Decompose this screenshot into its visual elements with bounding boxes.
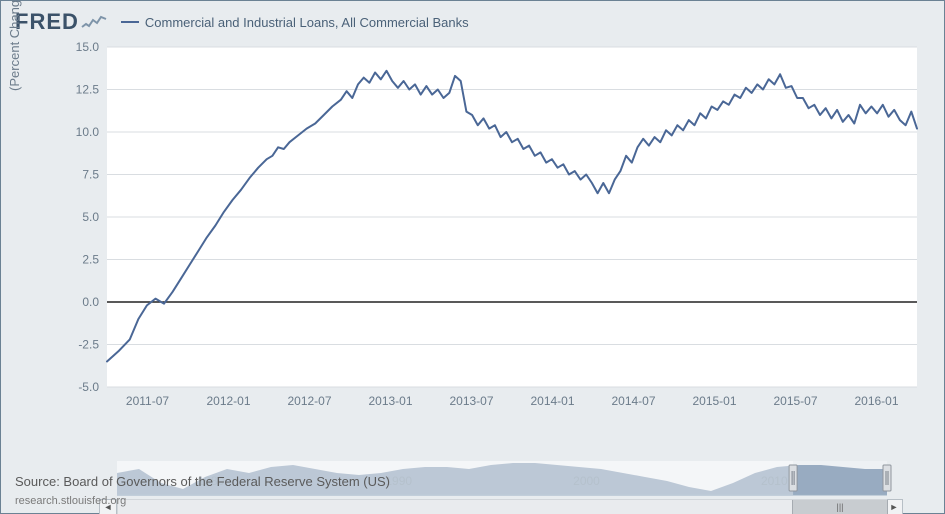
- svg-text:0.0: 0.0: [82, 295, 99, 309]
- research-url: research.stlouisfed.org: [15, 495, 126, 507]
- svg-text:2016-01: 2016-01: [854, 394, 898, 408]
- svg-text:2012-07: 2012-07: [287, 394, 331, 408]
- svg-text:2011-07: 2011-07: [126, 394, 169, 408]
- y-axis-label: (Percent Change from Year Ago): [7, 0, 22, 147]
- fred-logo-text: FRED: [15, 9, 79, 35]
- legend-swatch: [121, 21, 139, 23]
- y-tick-labels: -5.0 -2.5 0.0 2.5 5.0 7.5 10.0 12.5 15.0: [76, 40, 100, 394]
- svg-text:2014-07: 2014-07: [611, 394, 655, 408]
- chart-area: (Percent Change from Year Ago) -5.0-2.50…: [1, 37, 944, 513]
- svg-text:10.0: 10.0: [76, 125, 100, 139]
- main-chart-svg[interactable]: -5.0 -2.5 0.0 2.5 5.0 7.5 10.0 12.5 15.0 2011-07…: [67, 37, 927, 417]
- svg-text:2015-07: 2015-07: [773, 394, 817, 408]
- svg-text:7.5: 7.5: [82, 168, 99, 182]
- chart-header: FRED Commercial and Industrial Loans, Al…: [1, 1, 944, 37]
- svg-text:-5.0: -5.0: [78, 380, 99, 394]
- legend: Commercial and Industrial Loans, All Com…: [121, 15, 469, 30]
- svg-text:5.0: 5.0: [82, 210, 99, 224]
- fred-spark-icon: [81, 14, 107, 30]
- svg-text:2013-01: 2013-01: [368, 394, 412, 408]
- svg-text:2015-01: 2015-01: [692, 394, 736, 408]
- range-scrollbar-thumb[interactable]: |||: [792, 500, 888, 514]
- svg-text:2.5: 2.5: [82, 253, 99, 267]
- range-scrollbar-track[interactable]: |||: [117, 499, 887, 514]
- x-tick-labels: 2011-07 2012-01 2012-07 2013-01 2013-07 2014-…: [126, 394, 899, 408]
- svg-text:-2.5: -2.5: [78, 338, 99, 352]
- fred-logo: FRED: [15, 9, 107, 35]
- svg-text:15.0: 15.0: [76, 40, 100, 54]
- svg-text:12.5: 12.5: [76, 83, 100, 97]
- source-citation: Source: Board of Governors of the Federa…: [15, 474, 390, 489]
- svg-text:2012-01: 2012-01: [206, 394, 250, 408]
- legend-label: Commercial and Industrial Loans, All Com…: [145, 15, 469, 30]
- chart-frame: FRED Commercial and Industrial Loans, Al…: [0, 0, 945, 514]
- svg-text:2014-01: 2014-01: [530, 394, 574, 408]
- svg-text:2013-07: 2013-07: [449, 394, 493, 408]
